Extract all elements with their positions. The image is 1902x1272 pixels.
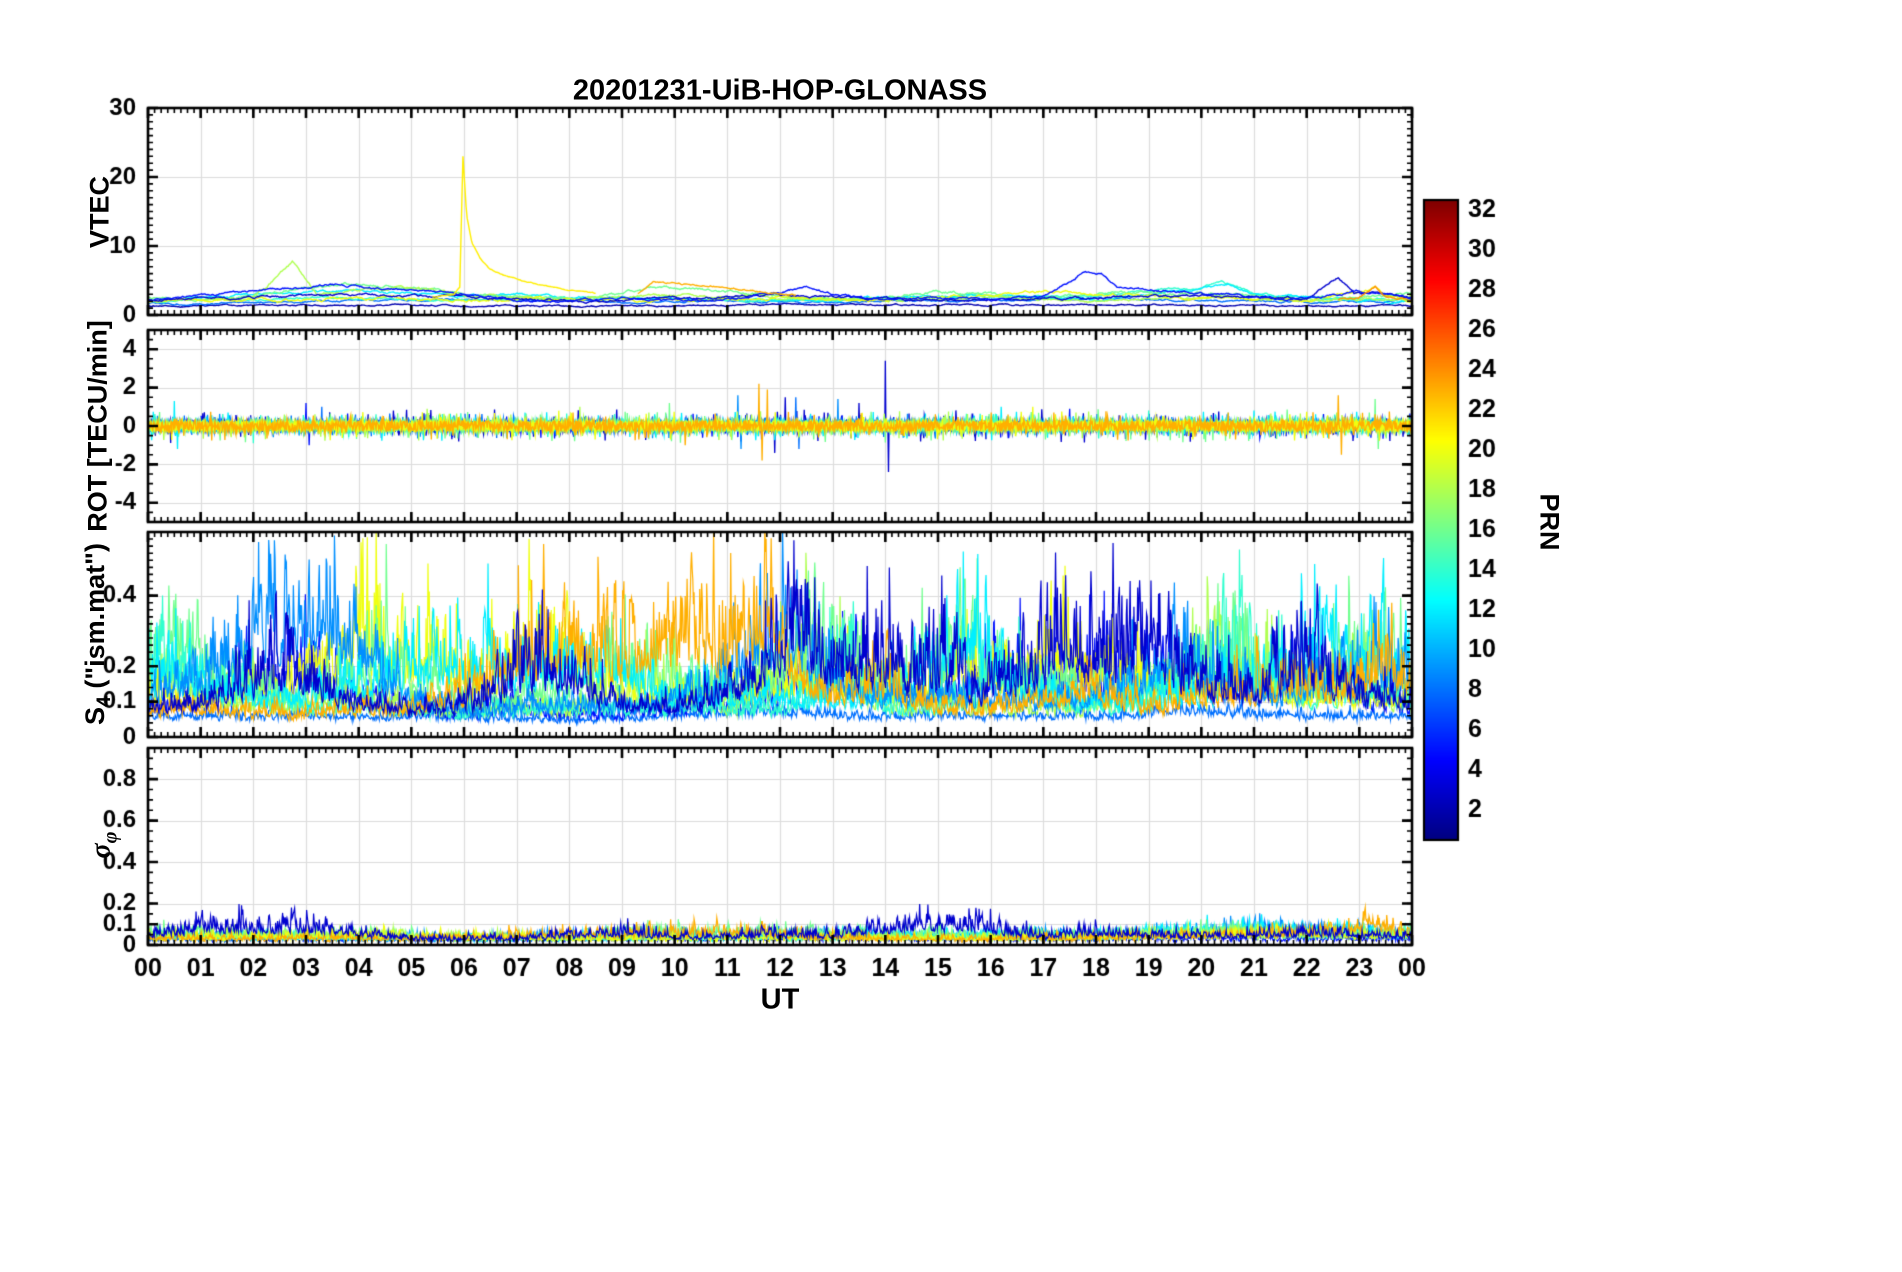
ylabel-s4-rest: ("ism.mat") (79, 543, 110, 697)
chart-title: 20201231-UiB-HOP-GLONASS (572, 74, 988, 107)
ylabel-rot: ROT [TECU/min] (82, 320, 113, 532)
ylabel-s4-sub: 4 (93, 696, 116, 707)
colorbar-label-prn: PRN (1534, 493, 1565, 551)
ylabel-s4-main: S (79, 706, 110, 725)
ylabel-sigma-sub: φ (99, 831, 122, 844)
ylabel-vtec: VTEC (84, 175, 115, 249)
ylabel-s4: S4 ("ism.mat") (80, 543, 116, 725)
xlabel-ut: UT (760, 983, 800, 1016)
ylabel-sigma-main: σ (85, 843, 117, 859)
ylabel-sigma-phi: σφ (86, 832, 123, 859)
